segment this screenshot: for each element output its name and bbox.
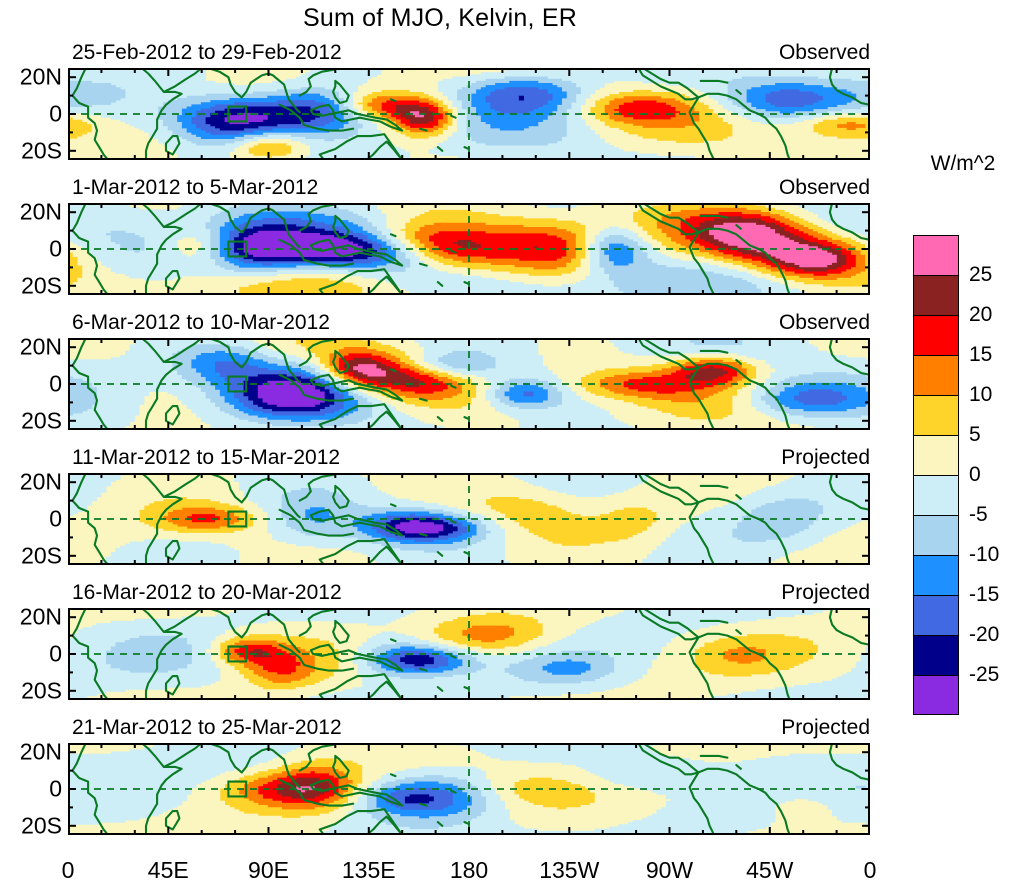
y-tick-label: 20S xyxy=(21,677,62,704)
colorbar-band xyxy=(913,515,959,555)
coastlines xyxy=(71,203,870,295)
panel-status-6: Projected xyxy=(781,716,870,739)
panel-frame xyxy=(68,203,870,295)
coastlines xyxy=(71,608,870,700)
colorbar-tick-label: -15 xyxy=(969,583,1000,606)
region-box-marker xyxy=(227,375,248,393)
y-tick-label: 20S xyxy=(21,812,62,839)
y-tick-label: 0 xyxy=(49,775,62,802)
map-panel-4 xyxy=(68,473,870,565)
y-axis-group-5: 20N 0 20S xyxy=(0,604,62,704)
colorbar-band xyxy=(913,275,959,315)
x-tick-label: 180 xyxy=(449,857,489,883)
panel-date-range-4: 11-Mar-2012 to 15-Mar-2012 xyxy=(72,446,341,469)
colorbar-tick-label: -20 xyxy=(969,623,1000,646)
y-tick-label: 20S xyxy=(21,407,62,434)
colorbar-tick-label: -25 xyxy=(969,663,1000,686)
y-tick-label: 20N xyxy=(19,198,62,225)
y-axis-group-6: 20N 0 20S xyxy=(0,739,62,839)
y-tick-label: 0 xyxy=(49,370,62,397)
y-tick-label: 20S xyxy=(21,137,62,164)
panel-status-3: Observed xyxy=(778,311,870,334)
colorbar-tick-label: 15 xyxy=(969,343,993,366)
colorbar-band xyxy=(913,675,959,715)
y-axis-group-1: 20N 0 20S xyxy=(0,64,62,164)
x-tick-label: 45E xyxy=(147,857,189,883)
panel-status-1: Observed xyxy=(778,41,870,64)
y-tick-label: 20N xyxy=(19,333,62,360)
y-tick-label: 0 xyxy=(49,505,62,532)
y-tick-label: 20S xyxy=(21,542,62,569)
panel-frame xyxy=(68,68,870,160)
panel-frame xyxy=(68,473,870,565)
y-tick-label: 20N xyxy=(19,738,62,765)
panel-frame xyxy=(68,608,870,700)
region-box-marker xyxy=(227,240,248,258)
map-panel-3 xyxy=(68,338,870,430)
y-axis-group-3: 20N 0 20S xyxy=(0,334,62,434)
panel-status-2: Observed xyxy=(778,176,870,199)
x-tick-label: 0 xyxy=(61,857,75,883)
colorbar: 25 20 15 10 5 0 -5 -10 -15 -20 -25 xyxy=(913,235,999,715)
colorbar-tick-label: 10 xyxy=(969,383,993,406)
region-box-marker xyxy=(227,510,248,528)
map-panel-1 xyxy=(68,68,870,160)
colorbar-band xyxy=(913,235,959,275)
y-tick-label: 0 xyxy=(49,100,62,127)
colorbar-band xyxy=(913,555,959,595)
y-tick-label: 0 xyxy=(49,235,62,262)
coastlines xyxy=(71,743,870,835)
panel-frame xyxy=(68,743,870,835)
x-tick-label: 90E xyxy=(248,857,289,883)
panel-status-4: Projected xyxy=(781,446,870,469)
region-box-marker xyxy=(227,780,248,798)
panel-date-range-3: 6-Mar-2012 to 10-Mar-2012 xyxy=(72,311,330,334)
colorbar-band xyxy=(913,595,959,635)
x-tick-label: 90W xyxy=(645,857,694,883)
colorbar-tick-label: 5 xyxy=(969,423,981,446)
colorbar-tick-label: -10 xyxy=(969,543,1000,566)
y-axis-group-4: 20N 0 20S xyxy=(0,469,62,569)
y-tick-label: 20N xyxy=(19,468,62,495)
y-tick-label: 20S xyxy=(21,272,62,299)
x-tick-label: 45W xyxy=(746,857,794,883)
y-tick-label: 20N xyxy=(19,63,62,90)
panel-frame xyxy=(68,338,870,430)
colorbar-tick-label: 0 xyxy=(969,463,981,486)
region-box-marker xyxy=(227,105,248,123)
panel-date-range-1: 25-Feb-2012 to 29-Feb-2012 xyxy=(72,41,342,64)
coastlines xyxy=(71,68,870,160)
map-panel-6 xyxy=(68,743,870,835)
colorbar-band xyxy=(913,635,959,675)
colorbar-band xyxy=(913,395,959,435)
y-tick-label: 20N xyxy=(19,603,62,630)
panel-status-5: Projected xyxy=(781,581,870,604)
map-panel-5 xyxy=(68,608,870,700)
colorbar-tick-label: -5 xyxy=(969,503,988,526)
colorbar-tick-label: 25 xyxy=(969,263,993,286)
colorbar-band xyxy=(913,355,959,395)
colorbar-band xyxy=(913,475,959,515)
y-tick-label: 0 xyxy=(49,640,62,667)
coastlines xyxy=(71,473,870,565)
colorbar-band xyxy=(913,315,959,355)
y-axis-group-2: 20N 0 20S xyxy=(0,199,62,299)
panel-date-range-2: 1-Mar-2012 to 5-Mar-2012 xyxy=(72,176,319,199)
colorbar-tick-label: 20 xyxy=(969,303,993,326)
x-tick-label: 0 xyxy=(863,857,877,883)
x-tick-label: 135E xyxy=(341,857,396,883)
x-tick-label: 135W xyxy=(539,857,600,883)
axis-ticks xyxy=(68,473,870,565)
x-axis-labels: 0 45E 90E 135E 180 135W 90W 45W 0 xyxy=(0,857,1021,889)
region-box-marker xyxy=(227,645,248,663)
page-title: Sum of MJO, Kelvin, ER xyxy=(303,4,577,32)
panel-date-range-5: 16-Mar-2012 to 20-Mar-2012 xyxy=(72,581,342,604)
coastlines xyxy=(71,338,870,430)
colorbar-unit-label: W/m^2 xyxy=(930,152,996,175)
colorbar-band xyxy=(913,435,959,475)
map-panel-2 xyxy=(68,203,870,295)
panel-date-range-6: 21-Mar-2012 to 25-Mar-2012 xyxy=(72,716,342,739)
